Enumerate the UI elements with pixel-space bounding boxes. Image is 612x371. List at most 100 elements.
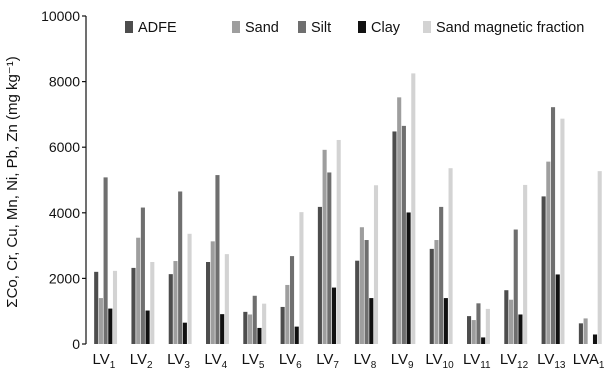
bar-adfe: [280, 306, 285, 344]
bar-silt: [364, 240, 369, 344]
legend-item: Silt: [298, 20, 331, 36]
bar-sand: [285, 284, 290, 344]
legend-swatch: [358, 21, 366, 33]
bar-sand: [173, 261, 178, 344]
bar-sand: [247, 314, 253, 344]
bar-clay: [555, 274, 560, 344]
x-tick-label: LV3: [167, 351, 190, 371]
bar-silt: [550, 107, 556, 345]
bar-sand-magnetic-fraction: [448, 168, 453, 344]
bar-adfe: [317, 206, 322, 344]
bar-clay: [145, 310, 150, 344]
legend-item: Clay: [358, 20, 401, 36]
bar-silt: [140, 207, 145, 344]
bar-silt: [327, 172, 332, 344]
bar-silt: [252, 295, 257, 344]
bar-sand: [397, 97, 402, 344]
bar-silt: [289, 256, 295, 344]
legend-swatch: [423, 21, 431, 33]
x-tick-label: LV1: [93, 351, 116, 371]
bar-adfe: [578, 323, 583, 344]
bar-adfe: [243, 311, 248, 344]
bar-adfe: [467, 316, 472, 344]
legend-swatch: [232, 21, 240, 33]
bar-clay: [294, 326, 299, 344]
bar-clay: [518, 314, 523, 344]
bar-clay: [108, 308, 113, 344]
bar-sand: [210, 241, 215, 344]
bar-adfe: [504, 290, 509, 344]
x-tick-label: LV11: [463, 351, 491, 371]
x-tick-label: LV13: [537, 351, 566, 371]
bar-clay: [182, 322, 187, 344]
y-tick-label: 8000: [49, 74, 80, 90]
legend-label: ADFE: [138, 20, 177, 36]
bar-clay: [331, 287, 337, 344]
legend-label: Silt: [311, 20, 331, 36]
x-tick-label: LVA1: [573, 351, 605, 371]
bar-sand-magnetic-fraction: [150, 262, 155, 344]
bar-sand: [98, 298, 103, 344]
bar-adfe: [429, 248, 434, 344]
x-tick-label: LV9: [391, 351, 414, 371]
bar-silt: [178, 191, 183, 344]
x-tick-label: LV12: [500, 351, 529, 371]
legend: ADFE Sand Silt Clay Sand magnetic fraction: [125, 20, 584, 36]
legend-swatch: [125, 21, 133, 33]
bar-sand: [434, 240, 439, 344]
bar-sand-magnetic-fraction: [560, 118, 565, 344]
bar-sand-magnetic-fraction: [299, 212, 304, 344]
legend-item: ADFE: [125, 20, 177, 36]
bar-sand-magnetic-fraction: [373, 185, 379, 344]
legend-item: Sand magnetic fraction: [423, 20, 584, 36]
bar-clay: [481, 337, 486, 344]
bar-clay: [443, 298, 448, 344]
bar-silt: [439, 206, 444, 344]
y-tick-label: 0: [72, 336, 80, 352]
bar-sand: [583, 318, 588, 344]
bar-silt: [215, 175, 220, 344]
x-tick-label: LV10: [425, 351, 454, 371]
bar-sand-magnetic-fraction: [336, 139, 341, 344]
bar-silt: [401, 125, 406, 344]
bar-adfe: [392, 131, 397, 344]
bar-adfe: [94, 271, 99, 344]
bar-adfe: [206, 262, 211, 344]
y-tick-label: 10000: [41, 8, 80, 24]
legend-item: Sand: [232, 20, 279, 36]
bar-sand: [136, 237, 141, 344]
y-axis-label: ΣCo, Cr, Cu, Mn, Ni, Pb, Zn (mg kg⁻¹): [4, 56, 21, 307]
bar-sand: [359, 227, 364, 344]
bar-sand: [546, 161, 551, 344]
bars-layer: [94, 73, 602, 345]
legend-label: Sand: [245, 20, 279, 36]
bar-clay: [592, 334, 598, 344]
x-tick-label: LV6: [279, 351, 302, 371]
axes: 0 2000 4000 6000 8000 10000 LV1 LV2 LV3 LV4 LV5 LV6…: [41, 8, 605, 371]
bar-silt: [513, 229, 518, 344]
bar-clay: [257, 327, 262, 344]
bar-silt: [103, 177, 108, 344]
bar-sand-magnetic-fraction: [597, 171, 602, 344]
bar-adfe: [355, 260, 360, 344]
bar-clay: [220, 314, 225, 344]
bar-sand-magnetic-fraction: [224, 254, 229, 344]
y-tick-label: 2000: [49, 270, 80, 286]
bar-sand-magnetic-fraction: [262, 303, 267, 344]
bar-sand: [322, 149, 327, 344]
x-tick-label: LV8: [354, 351, 377, 371]
bar-clay: [406, 212, 411, 344]
bar-adfe: [131, 267, 136, 344]
bar-sand-magnetic-fraction: [187, 233, 192, 344]
bar-adfe: [168, 274, 173, 344]
bar-clay: [369, 298, 374, 344]
bar-sand-magnetic-fraction: [485, 308, 490, 344]
legend-swatch: [298, 21, 306, 33]
bar-sand-magnetic-fraction: [112, 270, 118, 344]
bar-adfe: [541, 196, 546, 344]
x-tick-label: LV4: [204, 351, 227, 371]
bar-sand-magnetic-fraction: [411, 73, 416, 345]
legend-label: Clay: [371, 20, 401, 36]
bar-sand: [508, 299, 514, 344]
